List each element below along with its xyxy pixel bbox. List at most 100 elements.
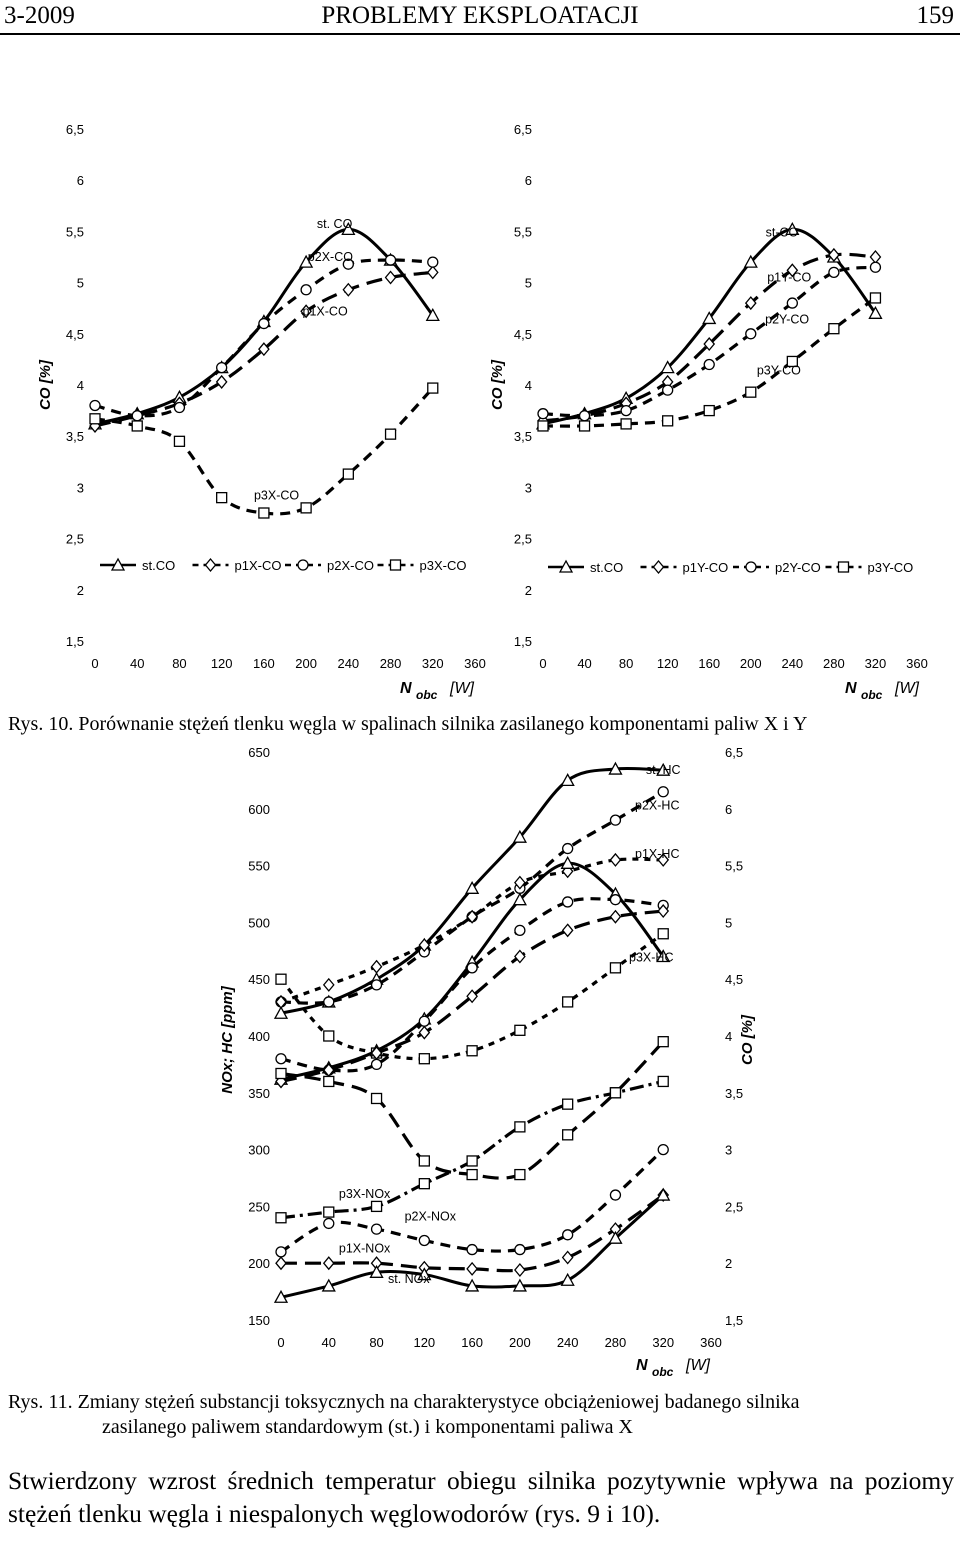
y-tick-label: 6,5 [66, 122, 84, 137]
series-line-p3y-co [542, 296, 877, 428]
header-rule [0, 33, 960, 35]
series-line-p1x-hc [280, 857, 664, 1004]
point-p3y-co [662, 415, 674, 427]
y-tick-label: 3,5 [514, 429, 532, 444]
point-st-co [660, 360, 675, 374]
point-st-hc [512, 829, 527, 843]
point-p1x-co [258, 342, 270, 357]
point-p2x-co [514, 924, 526, 937]
point-p1y-co [828, 247, 840, 262]
point-p3x-co [258, 507, 270, 519]
y-tick-label: 4,5 [514, 327, 532, 342]
point-st-co [425, 308, 440, 322]
annotation-p1y-co: p1Y-CO [767, 270, 811, 284]
annotation-st-hc: st. HC [646, 763, 681, 777]
y-right-tick-label: 4,5 [725, 972, 743, 987]
point-p1y-co [786, 263, 799, 278]
point-p2x-co [216, 361, 228, 374]
point-p1x-co [609, 909, 622, 924]
point-st-hc [560, 773, 575, 787]
point-p3x-co [384, 428, 397, 440]
point-p2x-co [418, 1015, 430, 1027]
point-p1x-co [561, 923, 574, 938]
y-tick-label: 650 [248, 745, 270, 760]
x-tick-label: 320 [652, 1335, 674, 1350]
point-p2x-hc [370, 979, 383, 991]
point-p2x-co [342, 258, 354, 270]
x-tick-label: 0 [277, 1335, 284, 1350]
y-tick-label: 200 [248, 1256, 270, 1271]
point-p2x-co [258, 317, 270, 330]
x-tick-label: 120 [211, 656, 233, 671]
y-tick-label: 500 [248, 915, 270, 930]
point-p3x-hc [657, 928, 669, 940]
x-tick-label: 280 [380, 656, 402, 671]
point-p2y-co [869, 261, 882, 273]
header-page-number: 159 [916, 2, 955, 29]
point-p3x-co [323, 1075, 335, 1088]
point-st-hc [608, 761, 623, 775]
legend-label-p3x-co: p3X-CO [420, 558, 467, 573]
series-line-p1y-co [542, 252, 876, 423]
figure-10-caption-text: Rys. 10. Porównanie stężeń tlenku węgla … [8, 713, 808, 735]
point-p3x-co [466, 1168, 478, 1181]
point-p1x-nox [561, 1250, 574, 1265]
series-line-p1x-nox [280, 1193, 665, 1273]
figure-10-caption: Rys. 10. Porównanie stężeń tlenku węgla … [8, 712, 958, 737]
y-tick-label: 6 [525, 173, 532, 188]
x-tick-label: 80 [369, 1335, 383, 1350]
series-line-p2x-nox [280, 1148, 665, 1254]
x-tick-label: 40 [577, 656, 591, 671]
y-right-tick-label: 1,5 [725, 1313, 743, 1328]
y-tick-label: 250 [248, 1199, 270, 1214]
annotation-p1x-co: p1X-CO [303, 304, 348, 318]
x-tick-label: 40 [130, 656, 144, 671]
point-p3x-nox [275, 1212, 287, 1224]
point-p3x-hc [466, 1045, 478, 1057]
y-right-tick-label: 5,5 [725, 859, 743, 874]
point-p3x-nox [466, 1155, 478, 1167]
x-tick-label: 280 [605, 1335, 627, 1350]
y-axis-label: NOx; HC [ppm] [219, 985, 236, 1093]
x-tick-label: 280 [823, 656, 845, 671]
point-p2x-co [173, 401, 186, 414]
y-tick-label: 2,5 [66, 532, 84, 547]
point-p2x-nox [657, 1143, 669, 1156]
y-tick-label: 150 [248, 1313, 270, 1328]
point-p3y-co [745, 386, 757, 398]
point-p2x-nox [466, 1243, 478, 1256]
annotation-p2x-nox: p2X-NOx [405, 1210, 457, 1224]
point-p2x-co [609, 894, 622, 906]
point-p2x-nox [370, 1223, 383, 1235]
point-p3x-hc [514, 1024, 526, 1036]
annotation-p3x-nox: p3X-NOx [339, 1187, 391, 1201]
y-right-axis-label: CO [%] [739, 1014, 756, 1065]
point-p3y-co [703, 404, 715, 417]
y-tick-label: 550 [248, 859, 270, 874]
legend-label-p2y-co: p2Y-CO [775, 560, 821, 575]
point-p1x-hc [466, 909, 478, 924]
y-tick-label: 4 [77, 378, 84, 393]
point-p3y-co [537, 420, 549, 432]
legend-marker-p3y-co [837, 561, 850, 573]
point-st-hc [465, 880, 480, 894]
point-p1y-co [744, 296, 757, 311]
point-p1x-co [300, 304, 312, 319]
annotation-p1x-hc: p1X-HC [635, 847, 679, 861]
point-p1x-nox [275, 1256, 287, 1271]
y-tick-label: 1,5 [514, 634, 532, 649]
y-tick-label: 5,5 [66, 224, 84, 239]
x-tick-label: 0 [91, 656, 98, 671]
point-p3x-co [342, 468, 354, 480]
x-tick-label: 360 [464, 656, 486, 671]
x-tick-label: 0 [539, 656, 546, 671]
y-right-tick-label: 4 [725, 1029, 732, 1044]
point-p3x-co [514, 1168, 526, 1181]
chart-toxic-substances: 1502002503003504004505005506006501,522,5… [219, 745, 756, 1379]
point-p1x-co [657, 904, 670, 919]
annotation-st-nox: st. NOx [388, 1272, 430, 1286]
point-p3x-hc [323, 1030, 335, 1042]
point-p1x-nox [322, 1256, 335, 1271]
point-p3x-hc [418, 1053, 430, 1065]
legend-label-p1y-co: p1Y-CO [683, 560, 729, 575]
